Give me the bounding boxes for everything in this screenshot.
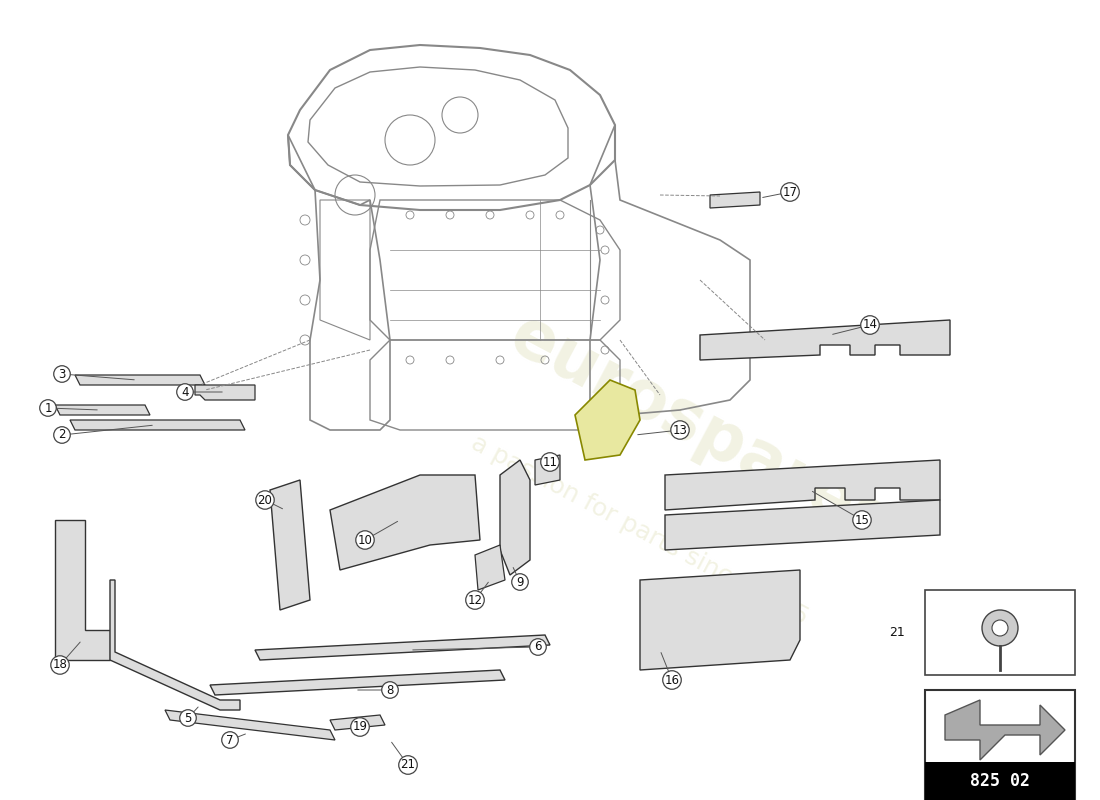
Polygon shape (110, 580, 240, 710)
Text: 3: 3 (58, 367, 66, 381)
Polygon shape (666, 460, 940, 510)
Polygon shape (55, 405, 150, 415)
Text: 14: 14 (862, 318, 878, 331)
Text: 825 02: 825 02 (970, 772, 1030, 790)
Text: 15: 15 (855, 514, 869, 526)
FancyBboxPatch shape (925, 762, 1075, 800)
Circle shape (992, 620, 1008, 636)
Polygon shape (255, 635, 550, 660)
Polygon shape (195, 385, 255, 400)
Text: 2: 2 (58, 429, 66, 442)
Polygon shape (330, 715, 385, 730)
Text: 17: 17 (782, 186, 797, 198)
Text: eurospares: eurospares (498, 302, 902, 558)
Text: 11: 11 (542, 455, 558, 469)
Text: 4: 4 (182, 386, 189, 398)
Polygon shape (70, 420, 245, 430)
Text: 1: 1 (44, 402, 52, 414)
FancyBboxPatch shape (925, 690, 1075, 800)
Polygon shape (535, 455, 560, 485)
Text: a passion for parts since 1985: a passion for parts since 1985 (468, 430, 813, 630)
Text: 19: 19 (352, 721, 367, 734)
Circle shape (982, 610, 1018, 646)
Polygon shape (75, 375, 205, 385)
Text: 12: 12 (468, 594, 483, 606)
Polygon shape (55, 520, 110, 660)
Text: 9: 9 (516, 575, 524, 589)
Polygon shape (270, 480, 310, 610)
Text: 13: 13 (672, 423, 688, 437)
Polygon shape (666, 500, 940, 550)
Text: 16: 16 (664, 674, 680, 686)
Text: 20: 20 (257, 494, 273, 506)
Polygon shape (640, 570, 800, 670)
Polygon shape (710, 192, 760, 208)
Polygon shape (945, 700, 1065, 760)
Polygon shape (575, 380, 640, 460)
Polygon shape (330, 475, 480, 570)
Polygon shape (500, 460, 530, 575)
Text: 10: 10 (358, 534, 373, 546)
Polygon shape (475, 545, 505, 590)
FancyBboxPatch shape (925, 590, 1075, 675)
Polygon shape (210, 670, 505, 695)
Text: 21: 21 (400, 758, 416, 771)
Text: 18: 18 (53, 658, 67, 671)
Text: 7: 7 (227, 734, 233, 746)
Polygon shape (165, 710, 336, 740)
Text: 6: 6 (535, 641, 541, 654)
Polygon shape (700, 320, 950, 360)
Text: 21: 21 (889, 626, 905, 638)
Text: 8: 8 (386, 683, 394, 697)
Text: 5: 5 (185, 711, 191, 725)
